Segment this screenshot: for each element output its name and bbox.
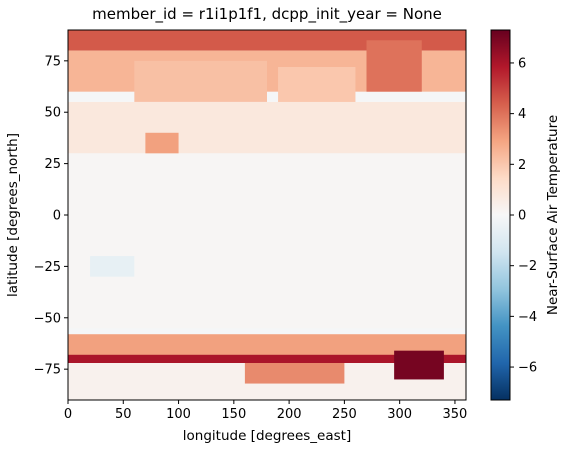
x-tick-label: 150 [221, 407, 246, 422]
y-axis-label: latitude [degrees_north] [5, 133, 21, 297]
y-tick-label: −50 [34, 311, 61, 326]
colorbar-tick-label: −4 [518, 310, 537, 325]
y-tick-label: 25 [44, 157, 61, 172]
heatmap-region-weddell-sea [394, 350, 444, 380]
x-axis: 0 50 100 150 200 250 300 350 [64, 400, 467, 422]
colorbar-label: Near-Surface Air Temperature [545, 115, 561, 315]
chart-title: member_id = r1i1p1f1, dcpp_init_year = N… [92, 5, 442, 24]
y-tick-label: −25 [34, 260, 61, 275]
y-tick-label: 50 [44, 106, 61, 121]
colorbar-tick-label: −2 [518, 259, 537, 274]
x-tick-label: 50 [115, 407, 132, 422]
heatmap-region-south-pacific-cool [90, 256, 135, 277]
colorbar [490, 29, 511, 401]
y-tick-label: 75 [44, 54, 61, 69]
colorbar-tick-label: 6 [518, 56, 526, 71]
x-tick-label: 300 [387, 407, 412, 422]
heatmap-region-greenland-baffin [366, 40, 422, 92]
x-tick-label: 350 [443, 407, 468, 422]
heatmap-regions [68, 30, 466, 400]
x-tick-label: 0 [64, 407, 72, 422]
y-tick-label: −75 [34, 363, 61, 378]
heatmap-region-siberia [134, 60, 267, 102]
heatmap-region-northern-mid-latitudes [68, 101, 466, 154]
colorbar-tick-label: 0 [518, 209, 526, 224]
heatmap-region-antarctic-coast [68, 354, 466, 363]
colorbar-tick-label: 4 [518, 107, 526, 122]
colorbar-axis: −6 −4 −2 0 2 4 6 [510, 56, 537, 376]
x-axis-label: longitude [degrees_east] [183, 428, 351, 444]
x-tick-label: 100 [166, 407, 191, 422]
heatmap-region-ross-sea [244, 363, 345, 384]
y-axis: −75 −50 −25 0 25 50 75 [34, 54, 68, 378]
colorbar-tick-label: −6 [518, 361, 537, 376]
colorbar-tick-label: 2 [518, 158, 526, 173]
y-tick-label: 0 [53, 209, 61, 224]
heatmap-region-tropics [68, 153, 466, 329]
x-tick-label: 250 [332, 407, 357, 422]
x-tick-label: 200 [277, 407, 302, 422]
